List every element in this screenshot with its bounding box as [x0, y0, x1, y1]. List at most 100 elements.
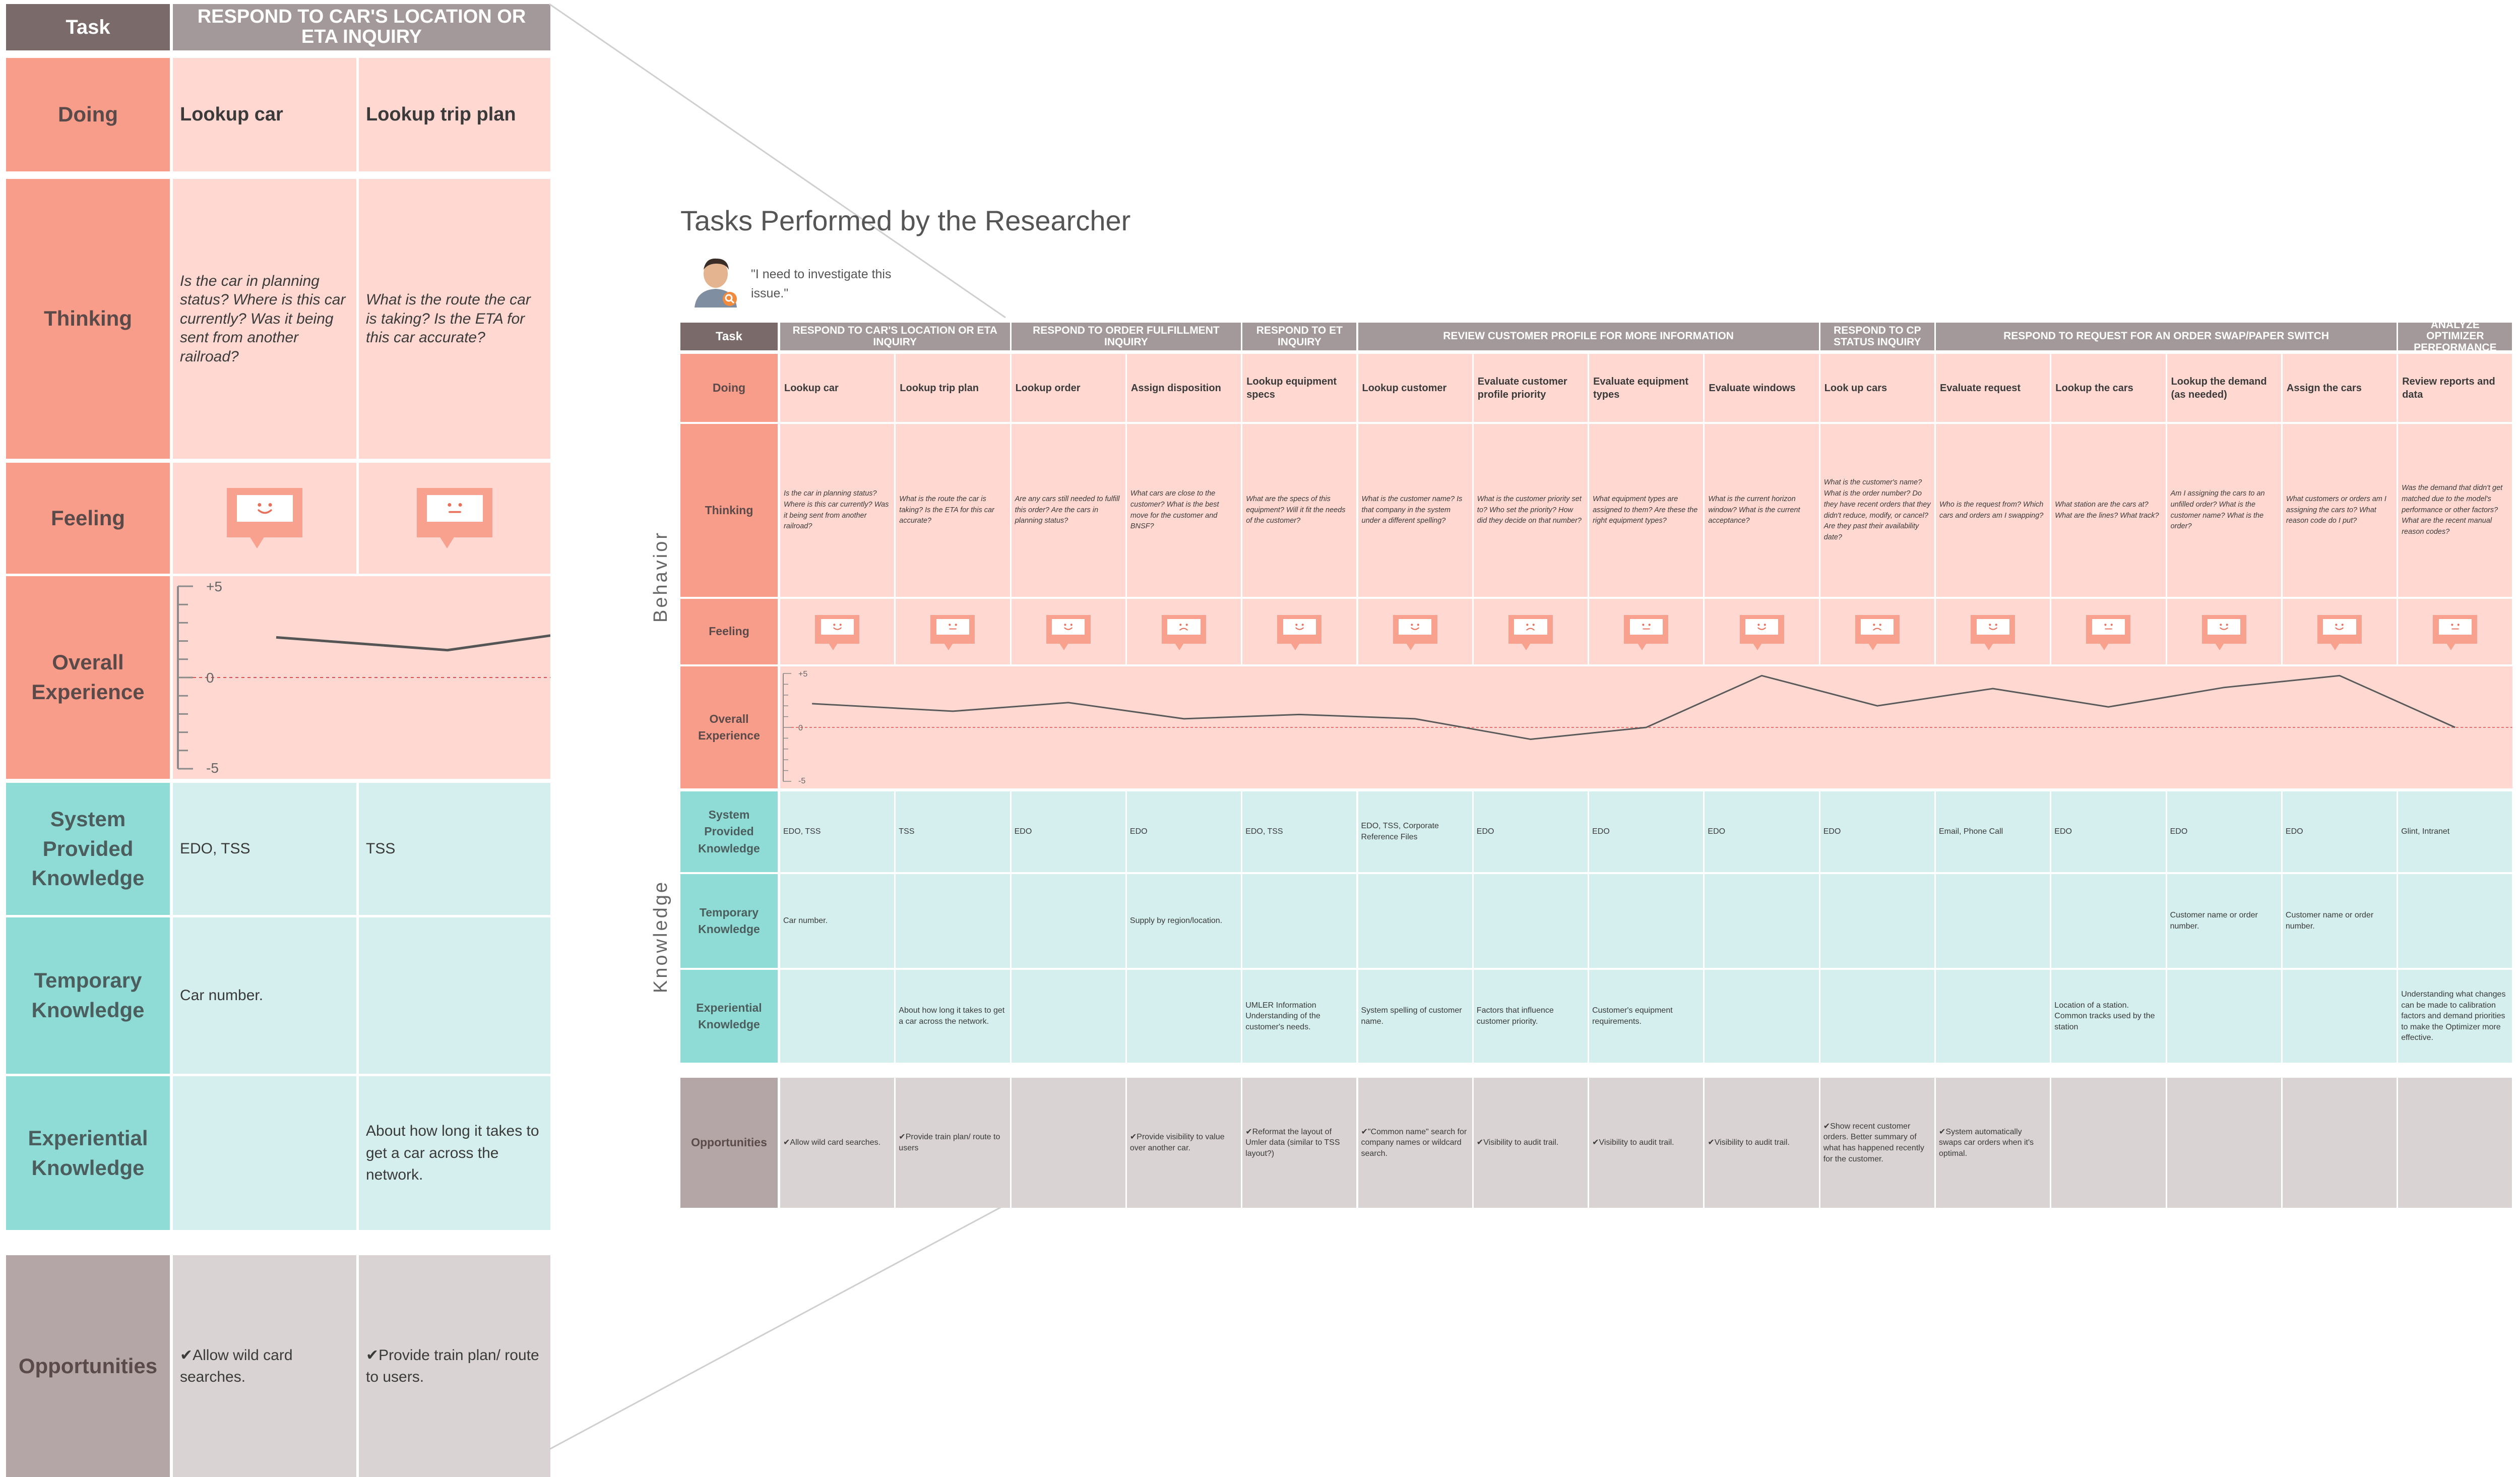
opportunities-cell: ✔Provide train plan/ route to users. — [359, 1255, 550, 1477]
thinking-cell: What is the route the car is taking? Is … — [896, 424, 1010, 597]
opportunities-cell: ✔Visibility to audit trail. — [1705, 1078, 1818, 1208]
system-cell: Glint, Intranet — [2398, 791, 2512, 872]
neutral-face-icon — [936, 619, 969, 635]
happy-face-icon — [1399, 619, 1431, 635]
eye — [2226, 624, 2228, 626]
system-cell: EDO, TSS — [173, 783, 356, 915]
thinking-cell: Who is the request from? Which cars and … — [1936, 424, 2050, 597]
eye — [949, 624, 951, 626]
doing-cell: Lookup car — [173, 58, 356, 171]
thinking-cell: What is the customer's name? What is the… — [1820, 424, 1934, 597]
system-cell: EDO, TSS — [780, 791, 894, 872]
bubble-tail — [1406, 643, 1415, 650]
mouth — [1296, 628, 1303, 630]
mouth — [2336, 628, 2343, 630]
happy-face-icon — [1052, 619, 1085, 635]
eye — [1064, 624, 1066, 626]
eye — [955, 624, 957, 626]
knowledge-side-label: Knowledge — [650, 862, 680, 993]
mouth — [1180, 629, 1187, 630]
eye — [1070, 624, 1073, 626]
task-group-header: REVIEW CUSTOMER PROFILE FOR MORE INFORMA… — [1358, 323, 1819, 350]
row-header-opportunities: Opportunities — [680, 1078, 778, 1208]
temporary-cell — [1936, 874, 2050, 968]
thinking-cell: What equipment types are assigned to the… — [1589, 424, 1703, 597]
task-group-header: RESPOND TO CAR'S LOCATION OR ETA INQUIRY — [173, 4, 550, 50]
doing-cell: Evaluate request — [1936, 354, 2050, 422]
mouth — [1989, 628, 1996, 630]
doing-cell: Evaluate equipment types — [1589, 354, 1703, 422]
bubble-inner — [1167, 619, 1200, 635]
speech-bubble — [1855, 615, 1900, 644]
happy-face-icon — [2323, 619, 2356, 635]
speech-bubble — [1508, 615, 1553, 644]
experiential-cell — [2283, 970, 2397, 1063]
system-cell: EDO — [1012, 791, 1125, 872]
neutral-face-icon — [2092, 619, 2125, 635]
feeling-cell — [1242, 599, 1356, 664]
temporary-cell — [896, 874, 1010, 968]
eye — [2451, 624, 2453, 626]
opportunities-cell — [2283, 1078, 2397, 1208]
feeling-cell — [1474, 599, 1588, 664]
experiential-cell: Factors that influence customer priority… — [1474, 970, 1588, 1063]
sad-face-icon — [1861, 619, 1894, 635]
feeling-cell — [1589, 599, 1703, 664]
row-header-feeling: Feeling — [680, 599, 778, 664]
temporary-cell: Customer name or order number. — [2167, 874, 2281, 968]
eye — [1648, 624, 1650, 626]
bubble-inner — [1514, 619, 1547, 635]
mouth — [1758, 628, 1765, 630]
thinking-cell: What is the customer priority set to? Wh… — [1474, 424, 1588, 597]
eye — [833, 624, 835, 626]
feeling-face — [1971, 615, 2015, 650]
feeling-face — [1277, 615, 1321, 650]
doing-cell: Assign disposition — [1127, 354, 1241, 422]
feeling-cell — [1936, 599, 2050, 664]
feeling-face — [227, 488, 302, 548]
bubble-tail — [2330, 643, 2340, 650]
eye — [1642, 624, 1644, 626]
feeling-cell — [1012, 599, 1125, 664]
researcher-quote: "I need to investigate this issue." — [751, 265, 897, 303]
feeling-cell — [780, 599, 894, 664]
temporary-cell — [1358, 874, 1472, 968]
thinking-cell: What station are the cars at? What are t… — [2051, 424, 2165, 597]
researcher-avatar-icon — [690, 255, 741, 307]
feeling-face — [815, 615, 859, 650]
page-title: Tasks Performed by the Researcher — [680, 204, 1130, 237]
row-header-experiential: Experiential Knowledge — [6, 1076, 170, 1230]
doing-cell: Lookup trip plan — [359, 58, 550, 171]
feeling-face — [1508, 615, 1553, 650]
avatar — [690, 255, 741, 307]
eye — [839, 624, 841, 626]
speech-bubble — [1740, 615, 1784, 644]
experience-line — [276, 636, 550, 650]
happy-face-icon — [2208, 619, 2240, 635]
opportunities-cell: ✔Reformat the layout of Umler data (simi… — [1242, 1078, 1356, 1208]
experiential-cell: About how long it takes to get a car acr… — [359, 1076, 550, 1230]
axis-label: +5 — [798, 670, 807, 679]
feeling-cell — [1705, 599, 1818, 664]
feeling-face — [1624, 615, 1668, 650]
thinking-cell: What are the specs of this equipment? Wi… — [1242, 424, 1356, 597]
temporary-cell — [1012, 874, 1125, 968]
doing-cell: Evaluate windows — [1705, 354, 1818, 422]
doing-cell: Assign the cars — [2283, 354, 2397, 422]
bubble-tail — [2100, 643, 2109, 650]
temporary-cell — [1705, 874, 1818, 968]
feeling-face — [1162, 615, 1206, 650]
speech-bubble — [1162, 615, 1206, 644]
task-group-header: RESPOND TO ORDER FULFILLMENT INQUIRY — [1012, 323, 1241, 350]
mouth — [2220, 628, 2227, 630]
feeling-face — [930, 615, 975, 650]
feeling-cell — [1358, 599, 1472, 664]
thinking-cell: Is the car in planning status? Where is … — [780, 424, 894, 597]
bubble-inner — [1977, 619, 2009, 635]
bubble-inner — [2323, 619, 2356, 635]
bubble-inner — [2208, 619, 2240, 635]
doing-cell: Lookup trip plan — [896, 354, 1010, 422]
eye — [2342, 624, 2344, 626]
task-group-header: RESPOND TO ET INQUIRY — [1242, 323, 1356, 350]
